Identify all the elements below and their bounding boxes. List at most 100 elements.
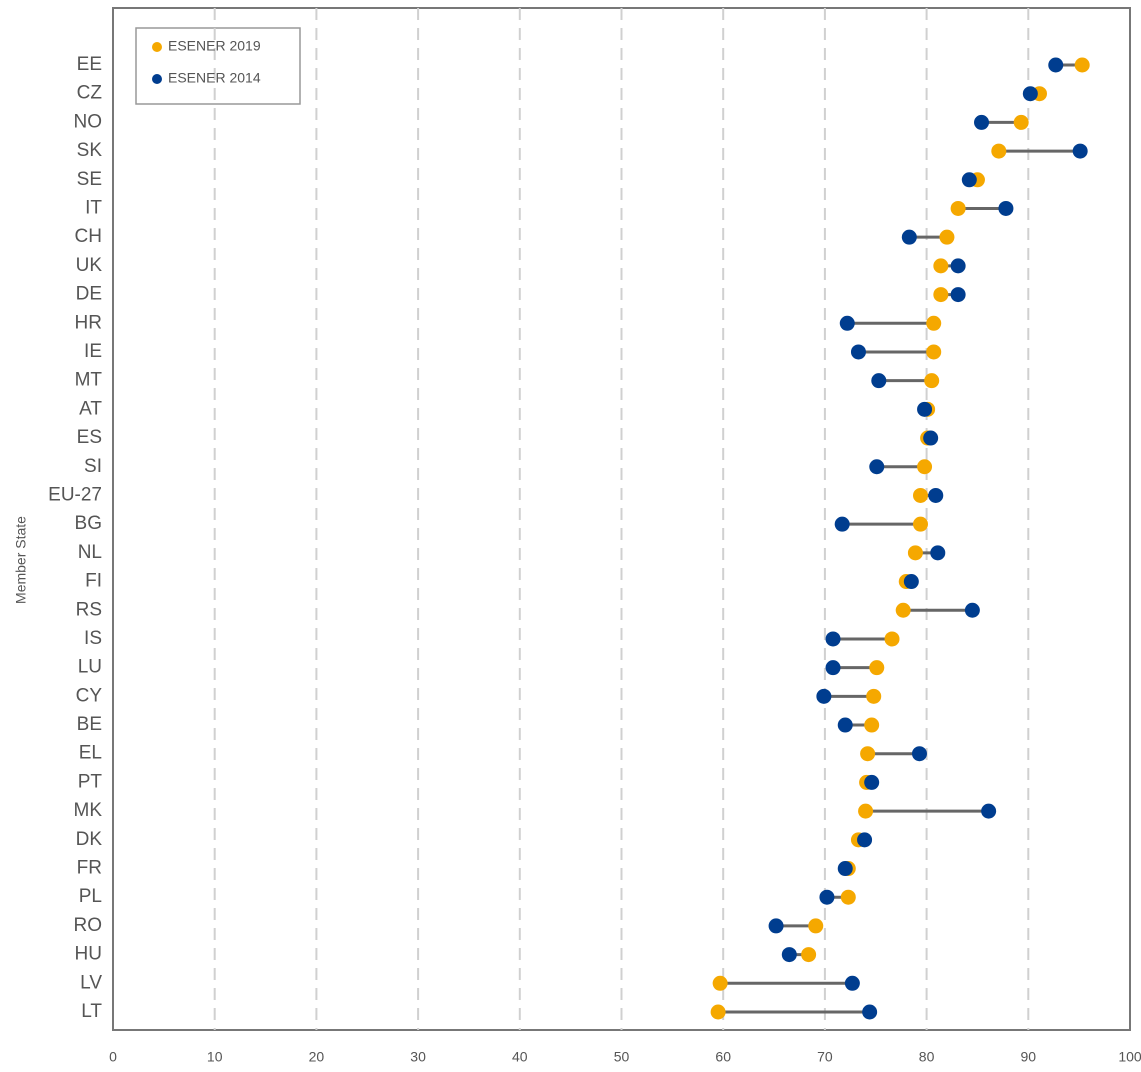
dot (837, 717, 853, 733)
y-tick-label: HU (75, 944, 102, 965)
legend-label: ESENER 2019 (168, 38, 261, 54)
y-tick-label: MK (74, 800, 103, 821)
y-tick-label: IE (84, 341, 102, 362)
y-tick-label: BG (75, 513, 102, 534)
dot (907, 545, 923, 561)
y-tick-label: CZ (77, 83, 103, 104)
y-tick-label: CH (75, 226, 102, 247)
dot (912, 516, 928, 532)
dot (801, 947, 817, 963)
dot (1074, 57, 1090, 73)
dot (884, 631, 900, 647)
dot (850, 344, 866, 360)
dot (895, 602, 911, 618)
y-tick-label: CY (76, 685, 103, 706)
y-tick-label: NO (74, 111, 103, 132)
dot (866, 688, 882, 704)
dot (781, 947, 797, 963)
y-tick-label: FR (77, 858, 102, 879)
y-tick-label: PL (79, 886, 102, 907)
y-tick-label: RS (76, 599, 102, 620)
x-tick-label: 40 (512, 1049, 528, 1065)
dot (862, 1004, 878, 1020)
dot (844, 975, 860, 991)
x-tick-label: 0 (109, 1049, 117, 1065)
y-tick-label: EU-27 (48, 484, 102, 505)
dot (869, 459, 885, 475)
dot (857, 832, 873, 848)
y-tick-label: DK (76, 829, 103, 850)
y-tick-label: ES (77, 427, 102, 448)
dot (912, 487, 928, 503)
dot (864, 774, 880, 790)
dot (964, 602, 980, 618)
dot (808, 918, 824, 934)
dot (858, 803, 874, 819)
dot (926, 315, 942, 331)
y-tick-label: SE (77, 169, 102, 190)
dot (981, 803, 997, 819)
dot (816, 688, 832, 704)
y-tick-label: NL (78, 542, 102, 563)
y-tick-label: EL (79, 743, 102, 764)
legend-marker (152, 42, 162, 52)
dot (1048, 57, 1064, 73)
dot (950, 200, 966, 216)
dot (1022, 86, 1038, 102)
dot (998, 200, 1014, 216)
dot (768, 918, 784, 934)
dot (901, 229, 917, 245)
dot (864, 717, 880, 733)
dot (1072, 143, 1088, 159)
x-tick-label: 30 (410, 1049, 426, 1065)
legend-marker (152, 74, 162, 84)
y-tick-label: SI (84, 456, 102, 477)
y-tick-label: RO (74, 915, 103, 936)
x-tick-label: 10 (207, 1049, 223, 1065)
y-tick-label: LU (78, 657, 102, 678)
dot (825, 631, 841, 647)
dot (926, 344, 942, 360)
y-tick-label: AT (79, 398, 102, 419)
dot (871, 373, 887, 389)
y-tick-label: IT (85, 198, 102, 219)
y-tick-label: LT (81, 1001, 102, 1022)
dot (825, 660, 841, 676)
dot (950, 258, 966, 274)
y-tick-label: FI (85, 571, 102, 592)
dot (869, 660, 885, 676)
x-tick-label: 100 (1118, 1049, 1141, 1065)
dot (903, 574, 919, 590)
y-tick-label: EE (77, 54, 102, 75)
dot (930, 545, 946, 561)
dot (933, 287, 949, 303)
dot (837, 861, 853, 877)
dot (923, 430, 939, 446)
dot (710, 1004, 726, 1020)
dot (840, 889, 856, 905)
dot (939, 229, 955, 245)
dot (928, 487, 944, 503)
x-tick-label: 80 (919, 1049, 935, 1065)
dot (991, 143, 1007, 159)
dot (834, 516, 850, 532)
dot (917, 459, 933, 475)
y-tick-label: PT (78, 771, 103, 792)
dot (1013, 114, 1029, 130)
dot (917, 401, 933, 417)
y-tick-label: SK (77, 140, 103, 161)
x-tick-label: 20 (309, 1049, 325, 1065)
y-tick-label: DE (76, 284, 102, 305)
dot (933, 258, 949, 274)
x-tick-label: 90 (1021, 1049, 1037, 1065)
dot (860, 746, 876, 762)
dot (924, 373, 940, 389)
dot (911, 746, 927, 762)
y-tick-label: LV (80, 972, 102, 993)
y-tick-label: MT (75, 370, 103, 391)
dot (950, 287, 966, 303)
y-tick-label: HR (75, 312, 102, 333)
y-tick-label: IS (84, 628, 102, 649)
x-tick-label: 70 (817, 1049, 833, 1065)
dot (974, 114, 990, 130)
